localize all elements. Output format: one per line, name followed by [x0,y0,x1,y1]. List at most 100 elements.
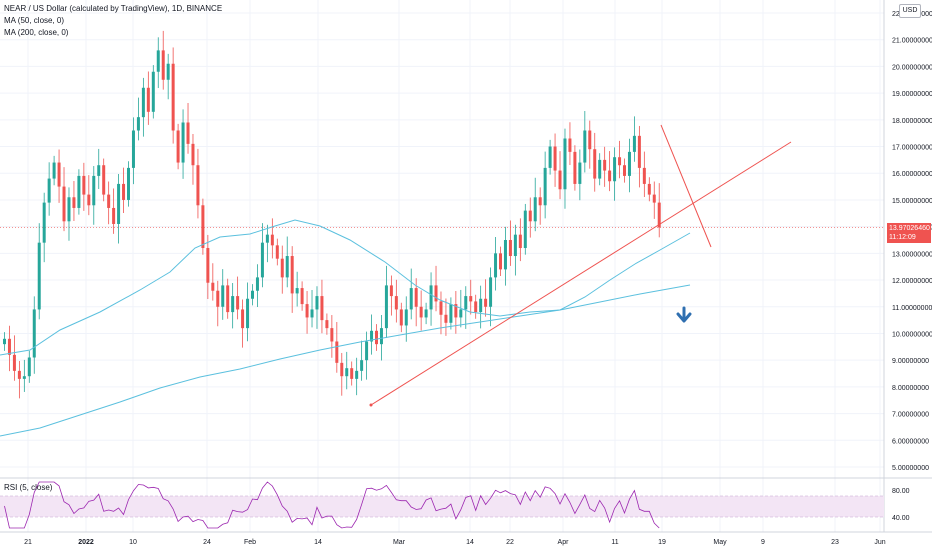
y-tick-label: 11.00000000 [892,305,932,312]
candle-body [384,285,388,329]
candle-body [236,296,240,310]
candle-body [340,362,344,377]
candle-body [77,175,81,208]
candle-body [161,50,165,80]
candle-body [22,376,26,379]
candle-body [67,197,71,222]
trendline-anchor [369,403,373,407]
candle-body [62,186,66,222]
candle-body [280,258,284,278]
candle-body [117,183,121,224]
candle-body [246,298,250,329]
candle-body [657,202,661,228]
candle-body [320,296,324,321]
y-tick-label: 19.00000000 [892,91,932,98]
y-tick-label: 7.00000000 [892,412,929,419]
candle-body [503,240,507,270]
legend-title[interactable]: NEAR / US Dollar (calculated by TradingV… [4,4,223,13]
rsi-legend[interactable]: RSI (5, close) [4,483,53,492]
x-tick-label: May [713,539,727,546]
candle-body [370,330,374,342]
candle-body [399,309,403,326]
candle-body [82,175,86,195]
candle-body [241,309,245,329]
candle-body [439,301,443,315]
candle-body [166,63,170,80]
x-tick-label: Apr [558,539,570,546]
candle-body [42,202,46,243]
candle-body [528,210,532,222]
x-tick-label: Feb [244,539,256,546]
candle-body [300,288,304,305]
legend-ma200[interactable]: MA (200, close, 0) [4,28,69,37]
candle-body [216,290,220,307]
candle-body [469,296,473,302]
candle-body [131,130,135,168]
rsi-level-label: 80.00 [892,488,910,495]
candle-body [513,234,517,257]
bar-countdown: 11:12:09 [889,234,916,241]
y-tick-label: 12.00000000 [892,278,932,285]
x-tick-label: 9 [761,539,765,546]
candle-body [618,157,622,166]
y-tick-label: 13.00000000 [892,251,932,258]
candle-body [508,240,512,257]
x-tick-label: 14 [314,539,322,546]
candle-body [414,288,418,307]
x-tick-label: Jun [874,539,885,546]
rsi-level-label: 40.00 [892,515,910,522]
candle-body [434,285,438,302]
candle-body [156,50,160,72]
rsi-band [0,496,884,517]
candle-body [429,285,433,310]
support-trendline [370,141,792,406]
candle-body [310,309,314,318]
x-tick-label: 21 [24,539,32,546]
candle-body [518,234,522,249]
candle-body [171,63,175,131]
candle-body [499,253,502,270]
candle-body [459,309,463,318]
x-tick-label: 11 [611,539,618,546]
y-tick-label: 20.00000000 [892,64,932,71]
candle-body [394,296,398,310]
x-tick-label: 10 [129,539,137,546]
candle-body [295,288,299,294]
candle-body [647,183,651,195]
candle-body [484,298,488,307]
last-price-value: 13.97026460 [889,225,930,232]
candle-body [255,277,259,291]
ma50-line [0,219,691,356]
candle-body [97,165,101,176]
candle-body [389,285,393,297]
legend-ma50[interactable]: MA (50, close, 0) [4,16,65,25]
last-price-tag: 13.97026460 11:12:09 [887,223,931,243]
x-tick-label: 2022 [78,539,94,546]
candle-body [360,360,364,371]
candle-body [553,146,557,171]
currency-badge[interactable]: USD [899,4,921,18]
x-tick-label: 14 [466,539,474,546]
candle-body [608,170,612,182]
candle-body [325,320,329,329]
x-tick-label: Mar [393,539,406,546]
candle-body [285,256,289,278]
candle-body [211,282,215,291]
candle-body [375,330,378,345]
candle-body [47,178,51,203]
y-tick-label: 6.00000000 [892,438,929,445]
x-tick-label: 22 [506,539,514,546]
candle-body [141,87,145,118]
candle-body [603,159,607,171]
y-tick-label: 21.00000000 [892,38,932,45]
candle-body [355,370,359,379]
candle-body [598,159,602,179]
candle-body [136,117,140,131]
candle-body [186,122,190,144]
y-tick-label: 16.00000000 [892,171,932,178]
candle-body [613,157,617,182]
candle-body [548,146,552,168]
y-tick-label: 15.00000000 [892,198,932,205]
candle-body [201,205,205,249]
